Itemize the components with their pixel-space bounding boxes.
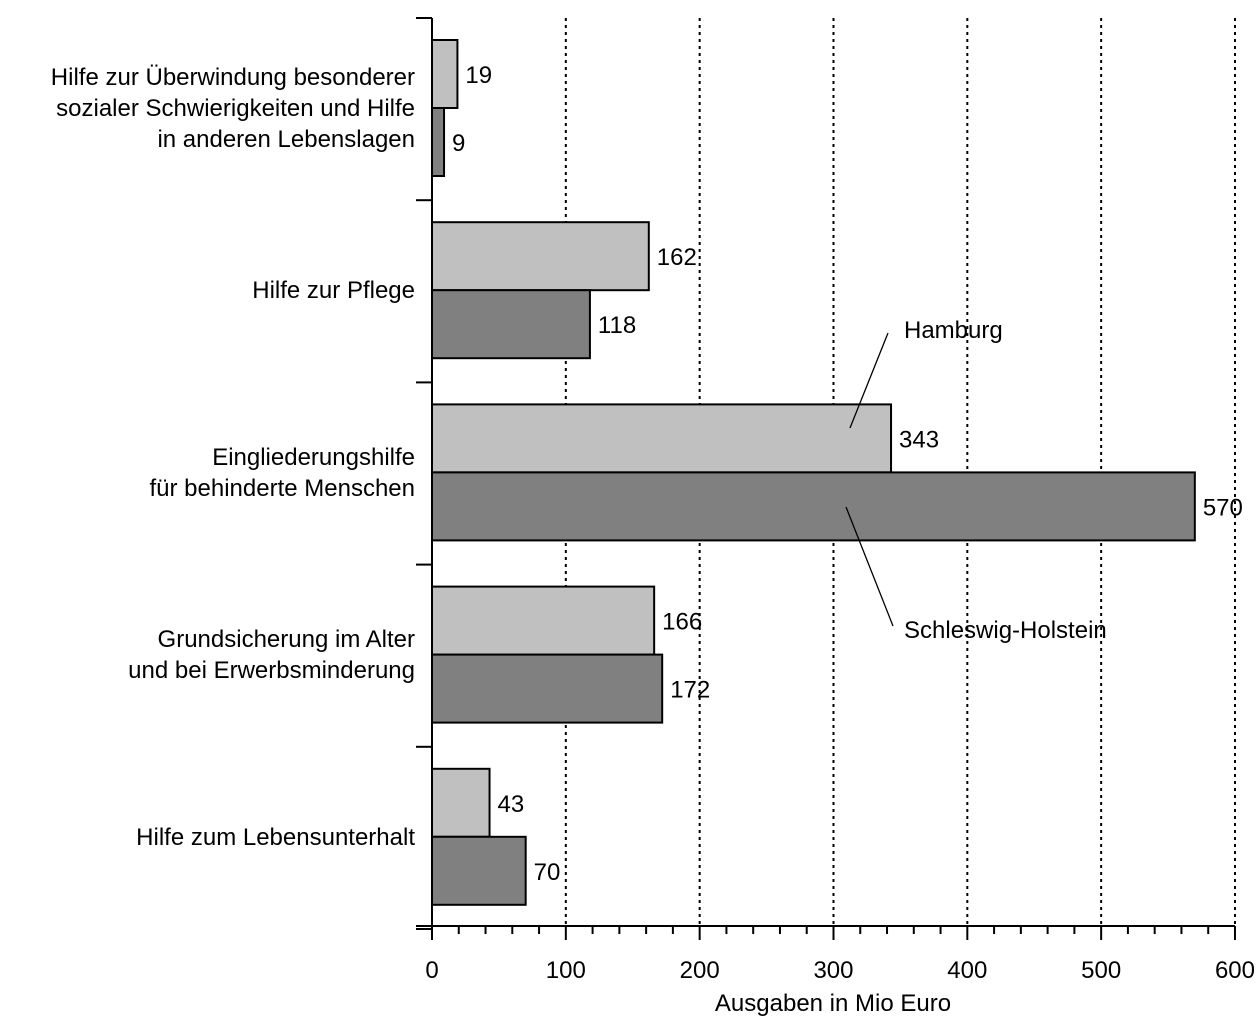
category-label-line: in anderen Lebenslagen	[157, 126, 415, 153]
leader-line-schleswig-holstein	[845, 506, 894, 627]
category-label: Hilfe zur Pflege	[252, 277, 415, 304]
value-label: 70	[534, 859, 561, 886]
value-label: 166	[662, 609, 702, 636]
bar-hamburg-2	[431, 403, 893, 474]
axes	[416, 17, 1236, 940]
category-label-line: und bei Erwerbsminderung	[128, 657, 415, 684]
category-label-line: Grundsicherung im Alter	[158, 626, 415, 653]
bars	[431, 39, 1196, 906]
value-label: 162	[657, 244, 697, 271]
value-label: 118	[598, 312, 636, 339]
value-label: 43	[498, 791, 525, 818]
category-label-line: Hilfe zur Überwindung besonderer	[51, 64, 415, 91]
value-label: 570	[1203, 494, 1243, 521]
category-label-line: Hilfe zum Lebensunterhalt	[136, 824, 415, 851]
value-label: 172	[670, 677, 710, 704]
category-label-line: sozialer Schwierigkeiten und Hilfe	[56, 95, 415, 122]
x-tick-label: 100	[546, 957, 586, 984]
x-tick-label: 500	[1081, 957, 1121, 984]
x-tick-label: 400	[947, 957, 987, 984]
bar-schleswig-holstein-1	[431, 289, 591, 360]
category-label: Grundsicherung im Alter und bei Erwerbsmi…	[128, 626, 415, 684]
x-tick-label: 200	[680, 957, 720, 984]
leader-line-hamburg	[849, 332, 889, 429]
x-axis-title: Ausgaben in Mio Euro	[715, 990, 951, 1017]
labels: 19 9 Hilfe zur Überwindung besonderer sozia…	[51, 62, 1255, 984]
x-tick-label: 600	[1215, 957, 1255, 984]
bar-schleswig-holstein-3	[431, 653, 664, 724]
bar-hamburg-4	[431, 767, 491, 838]
x-tick-label: 0	[425, 957, 438, 984]
category-label-line: für behinderte Menschen	[150, 475, 416, 502]
value-label: 19	[465, 62, 492, 89]
bar-schleswig-holstein-4	[431, 835, 527, 906]
bar-hamburg-0	[431, 39, 459, 109]
category-label-line: Eingliederungshilfe	[212, 444, 415, 471]
category-label-line: Hilfe zur Pflege	[252, 277, 415, 304]
category-label: Eingliederungshilfe für behinderte Mensch…	[150, 444, 416, 502]
value-label: 343	[899, 426, 939, 453]
bar-hamburg-1	[431, 221, 650, 292]
series-label-hamburg: Hamburg	[904, 317, 1003, 344]
category-label: Hilfe zur Überwindung besonderer sozialer…	[51, 64, 415, 153]
bar-schleswig-holstein-2	[431, 471, 1196, 542]
bar-schleswig-holstein-0	[431, 107, 446, 177]
bar-hamburg-3	[431, 585, 656, 656]
series-label-schleswig-holstein: Schleswig-Holstein	[904, 617, 1107, 644]
value-label: 9	[452, 130, 465, 157]
category-label: Hilfe zum Lebensunterhalt	[136, 824, 415, 851]
series-annotations: Hamburg Schleswig-Holstein	[845, 317, 1107, 644]
x-tick-label: 300	[813, 957, 853, 984]
gridlines	[564, 18, 1236, 926]
